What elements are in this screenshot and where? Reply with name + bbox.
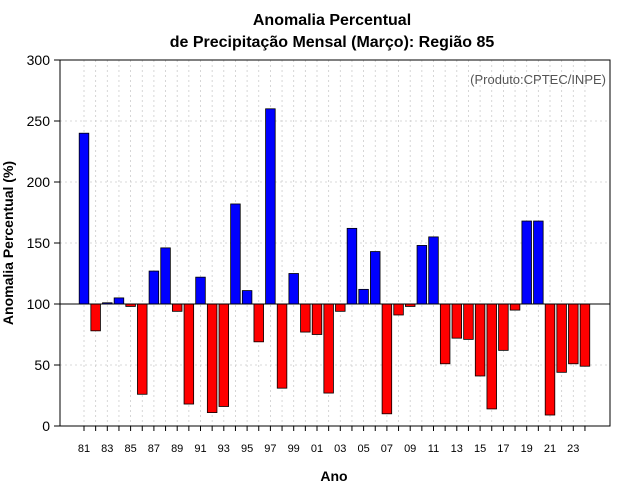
bar-01 [311,303,323,335]
bar-91 [195,276,206,305]
y-tick-label: 250 [27,113,51,129]
bar-14 [463,303,474,340]
bar-03 [335,303,346,312]
bar-15 [474,303,486,377]
bar-84 [113,297,125,305]
y-tick-label: 50 [34,357,50,373]
x-tick-label: 83 [101,443,113,455]
bar-13 [451,303,463,339]
bar-19 [521,220,532,305]
bar-02 [323,303,334,394]
chart-title-line2: de Precipitação Mensal (Março): Região 8… [170,34,495,51]
bar-95 [241,290,253,305]
bar-12 [439,303,451,365]
x-tick-label: 21 [544,443,556,455]
y-tick-label: 0 [42,418,50,434]
bar-96 [253,303,264,343]
bar-97 [265,108,276,305]
bar-82 [90,303,101,332]
bar-23 [568,303,579,365]
x-axis: 81 83 85 87 89 91 93 95 97 99 01 03 05 07 09 11 13 15 17 19… [78,426,586,455]
x-axis-label: Ano [320,468,347,484]
x-tick-label: 13 [451,443,463,455]
y-tick-label: 150 [27,235,51,251]
x-tick-label: 11 [428,443,439,455]
bar-06 [370,251,381,305]
x-tick-label: 17 [497,443,509,455]
bar-98 [276,303,288,389]
bar-81 [78,132,90,305]
x-tick-label: 95 [241,443,253,455]
bar-93 [218,303,230,407]
bar-11 [428,236,439,305]
x-tick-label: 81 [78,443,90,455]
bar-88 [160,247,171,305]
bar-90 [183,303,195,405]
bar-24 [579,303,591,367]
y-tick-label: 200 [27,174,51,190]
x-tick-label: 93 [218,443,230,455]
x-tick-label: 23 [567,443,579,455]
chart-title-line1: Anomalia Percentual [253,12,411,29]
y-tick-label: 100 [27,296,51,312]
x-tick-label: 99 [288,443,300,455]
bars-layer [78,108,591,416]
bar-87 [148,270,160,305]
bar-86 [137,303,148,395]
bar-94 [230,203,241,305]
grid-layer [60,59,610,427]
x-tick-label: 89 [171,443,183,455]
bar-17 [498,303,509,351]
x-tick-label: 85 [124,443,136,455]
bar-20 [533,220,544,305]
x-tick-label: 91 [194,443,206,455]
bar-99 [288,273,299,305]
bar-18 [509,303,521,311]
y-axis-label: Anomalia Percentual (%) [0,161,16,325]
bar-08 [393,303,404,316]
bar-89 [171,303,183,312]
bar-07 [381,303,393,415]
x-tick-label: 05 [357,443,369,455]
y-tick-label: 300 [27,52,51,68]
x-tick-label: 19 [521,443,533,455]
x-tick-label: 01 [311,443,323,455]
x-tick-label: 09 [404,443,416,455]
bar-21 [544,303,556,416]
bar-92 [206,303,218,413]
bar-04 [346,227,358,305]
credit-text: (Produto:CPTEC/INPE) [470,72,606,87]
x-tick-label: 97 [264,443,276,455]
bar-05 [358,288,369,305]
y-axis: 0 50 100 150 200 250 300 [27,52,60,434]
bar-10 [416,245,428,305]
x-tick-label: 87 [148,443,160,455]
bar-00 [300,303,311,333]
x-tick-label: 07 [381,443,393,455]
x-tick-label: 15 [474,443,486,455]
bar-22 [556,303,567,373]
bar-16 [486,303,497,410]
x-tick-label: 03 [334,443,346,455]
